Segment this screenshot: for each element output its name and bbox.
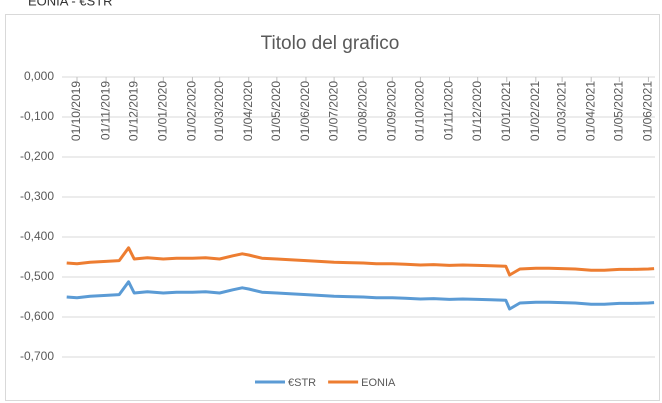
series-line [66,246,655,277]
chart-title: Titolo del grafico [261,33,400,54]
legend-label: EONIA [361,377,396,389]
x-tick-label: 01/02/2021 [528,81,542,141]
y-tick-label: -0,700 [20,349,54,363]
y-tick-label: -0,100 [20,109,54,123]
x-tick-label: 01/09/2020 [384,81,398,141]
x-tick-label: 01/01/2021 [499,81,513,141]
y-tick-label: -0,300 [20,189,54,203]
x-tick-label: 01/10/2020 [413,81,427,141]
x-tick-label: 01/12/2020 [470,81,484,141]
legend-label: €STR [288,377,316,389]
y-tick-label: -0,500 [20,269,54,283]
x-tick-label: 01/11/2020 [442,81,456,140]
x-tick-label: 01/08/2020 [355,81,369,141]
series-line [66,280,655,311]
y-tick-label: -0,400 [20,229,54,243]
x-tick-label: 01/05/2020 [269,81,283,141]
header: EONIA - €STR [28,0,113,8]
x-tick-label: 01/05/2021 [612,81,626,141]
x-tick-label: 01/04/2021 [583,81,597,141]
y-tick-label: 0,000 [24,69,54,83]
x-tick-label: 01/03/2020 [212,81,226,141]
x-tick-label: 01/06/2020 [298,81,312,141]
chart-frame [5,14,660,401]
x-tick-label: 01/10/2019 [69,81,83,141]
y-tick-label: -0,200 [20,149,54,163]
x-tick-label: 01/02/2020 [185,81,199,141]
x-tick-label: 01/12/2019 [126,81,140,141]
x-tick-label: 01/03/2021 [554,81,568,141]
x-tick-label: 01/06/2021 [641,81,655,141]
y-tick-label: -0,600 [20,309,54,323]
x-tick-label: 01/01/2020 [156,81,170,141]
x-tick-label: 01/07/2020 [326,81,340,141]
x-tick-label: 01/11/2019 [98,81,112,140]
x-tick-label: 01/04/2020 [241,81,255,141]
